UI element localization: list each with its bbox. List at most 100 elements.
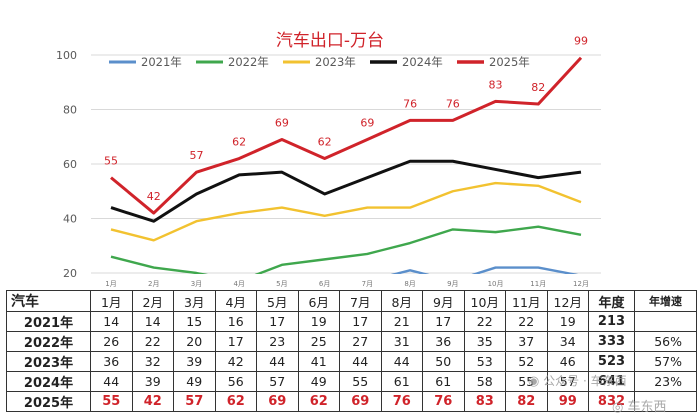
legend-label: 2025年 — [489, 55, 530, 69]
month-header: 5月 — [256, 290, 299, 312]
x-tick-label: 2月 — [148, 280, 159, 288]
table-cell: 62 — [214, 391, 257, 412]
data-table: 汽车 1月 2月 3月 4月 5月 6月 7月 8月 9月 10月 11月 12月 年度 年增速 2021… — [6, 290, 697, 412]
x-tick-label: 1月 — [105, 280, 116, 288]
table-cell: 15 — [173, 311, 216, 332]
month-header: 12月 — [546, 290, 589, 312]
x-tick-label: 9月 — [447, 280, 458, 288]
annual-growth: 57% — [634, 351, 697, 372]
table-cell: 82 — [505, 391, 548, 412]
chart-title: 汽车出口-万台 — [276, 31, 384, 51]
table-cell: 39 — [173, 351, 216, 372]
month-header: 3月 — [173, 290, 216, 312]
data-label: 55 — [104, 155, 118, 168]
table-row: 2023年 36 32 39 42 44 41 44 44 50 53 52 46 523 57% — [6, 351, 697, 372]
table-cell: 42 — [131, 391, 174, 412]
month-header: 2月 — [131, 290, 174, 312]
table-cell: 41 — [297, 351, 340, 372]
table-cell: 36 — [90, 351, 133, 372]
y-tick-label: 100 — [56, 49, 77, 62]
data-label: 57 — [189, 149, 203, 162]
series-lines — [110, 56, 583, 274]
table-cell: 27 — [339, 331, 382, 352]
annual-total: 333 — [588, 331, 635, 352]
legend: 2021年 2022年 2023年 2024年 2025年 — [109, 55, 530, 69]
series-line-2021年 — [390, 266, 579, 274]
month-header: 8月 — [380, 290, 423, 312]
table-cell: 21 — [380, 311, 423, 332]
table-cell: 50 — [422, 351, 465, 372]
row-label: 2024年 — [6, 371, 91, 392]
month-header: 1月 — [90, 290, 133, 312]
y-tick-label: 20 — [63, 267, 77, 280]
data-label: 62 — [232, 136, 246, 149]
legend-item-2023年: 2023年 — [283, 55, 356, 69]
x-axis-labels: 1月 2月 3月 4月 5月 6月 7月 8月 9月 10月 11月 12月 — [105, 280, 589, 288]
table-cell: 55 — [90, 391, 133, 412]
table-cell: 44 — [90, 371, 133, 392]
series-line-2023年 — [110, 181, 582, 242]
series-line-2022年 — [110, 225, 582, 274]
table-cell: 69 — [339, 391, 382, 412]
x-tick-label: 10月 — [488, 280, 504, 288]
table-cell: 26 — [90, 331, 133, 352]
data-label: 76 — [403, 97, 417, 110]
table-row: 2021年 14 14 15 16 17 19 17 21 17 22 22 19 213 — [6, 311, 697, 332]
table-cell: 14 — [90, 311, 133, 332]
gridlines — [91, 54, 601, 274]
row-label: 2023年 — [6, 351, 91, 372]
table-header-row: 汽车 1月 2月 3月 4月 5月 6月 7月 8月 9月 10月 11月 12月 年度 年增速 — [6, 290, 697, 312]
x-tick-label: 11月 — [530, 280, 546, 288]
annual-growth: 56% — [634, 331, 697, 352]
table-cell: 57 — [173, 391, 216, 412]
table-cell: 52 — [505, 351, 548, 372]
legend-item-2025年: 2025年 — [457, 55, 530, 69]
x-tick-label: 5月 — [276, 280, 287, 288]
table-cell: 76 — [422, 391, 465, 412]
legend-item-2021年: 2021年 — [109, 55, 182, 69]
table-cell: 46 — [546, 351, 589, 372]
legend-label: 2022年 — [228, 55, 269, 69]
table-cell: 22 — [505, 311, 548, 332]
table-cell: 83 — [463, 391, 506, 412]
table-cell: 17 — [339, 311, 382, 332]
table-cell: 44 — [380, 351, 423, 372]
y-axis-labels: 20 40 60 80 100 — [56, 49, 77, 280]
table-cell: 99 — [546, 391, 589, 412]
table-cell: 61 — [422, 371, 465, 392]
table-cell: 55 — [339, 371, 382, 392]
data-label: 42 — [147, 190, 161, 203]
data-labels: 55 42 57 62 69 62 69 76 76 83 82 99 — [104, 35, 588, 203]
data-label: 76 — [446, 97, 460, 110]
row-label: 2025年 — [6, 391, 91, 412]
table-cell: 14 — [131, 311, 174, 332]
table-row: 2022年 26 22 20 17 23 25 27 31 36 35 37 34 333 56% — [6, 331, 697, 352]
table-cell: 22 — [131, 331, 174, 352]
x-tick-label: 7月 — [362, 280, 373, 288]
table-cell: 23 — [256, 331, 299, 352]
month-header: 11月 — [505, 290, 548, 312]
legend-label: 2021年 — [141, 55, 182, 69]
data-label: 69 — [275, 116, 289, 129]
legend-label: 2023年 — [315, 55, 356, 69]
watermark-wechat: ◉ 公众号 · 车东西 — [528, 374, 627, 389]
annual-total: 523 — [588, 351, 635, 372]
x-tick-label: 8月 — [404, 280, 415, 288]
x-tick-label: 12月 — [573, 280, 589, 288]
weibo-icon: ◎ — [612, 400, 624, 415]
month-header: 10月 — [463, 290, 506, 312]
table-cell: 62 — [297, 391, 340, 412]
data-label: 69 — [360, 116, 374, 129]
line-chart: 汽车出口-万台 20 40 60 80 100 1月 2月 3月 4月 5月 6月 7月 8月 9月 10… — [56, 31, 601, 288]
table-cell: 76 — [380, 391, 423, 412]
table-cell: 17 — [256, 311, 299, 332]
table-cell: 35 — [463, 331, 506, 352]
annual-growth — [634, 391, 697, 412]
y-tick-label: 80 — [63, 104, 77, 117]
table-cell: 44 — [339, 351, 382, 372]
table-cell: 44 — [256, 351, 299, 372]
month-header: 9月 — [422, 290, 465, 312]
table-cell: 16 — [214, 311, 257, 332]
x-tick-label: 6月 — [319, 280, 330, 288]
data-label: 99 — [574, 35, 588, 48]
